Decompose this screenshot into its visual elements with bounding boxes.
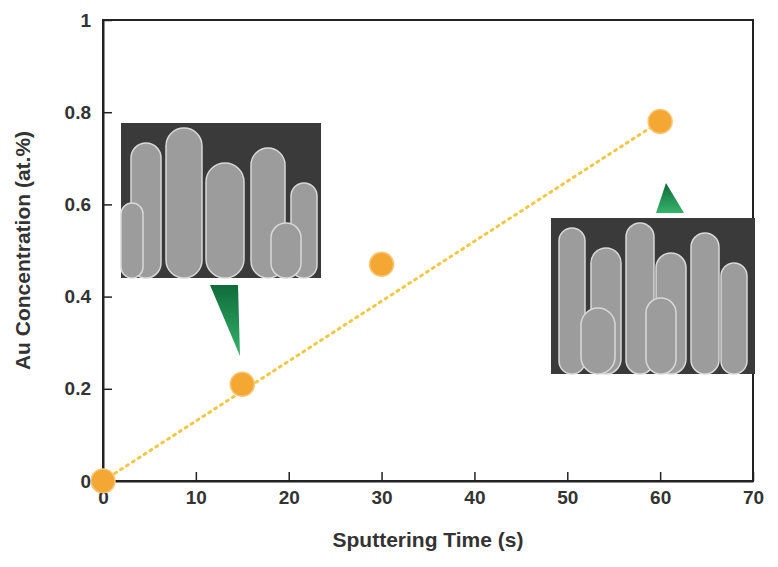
tick-mark <box>103 20 112 22</box>
tick-mark <box>381 472 383 481</box>
tick-label: 70 <box>743 487 764 508</box>
tick: 40 <box>464 472 485 508</box>
data-point <box>230 372 254 396</box>
chart: 0 10 20 30 40 50 60 70 0 0.2 0.4 0.6 0.8 1 Sputtering … <box>0 0 778 567</box>
tick: 20 <box>279 472 300 508</box>
nanorod <box>721 263 747 374</box>
tick: 60 <box>650 472 671 508</box>
nanorod <box>206 163 244 278</box>
tick-label: 30 <box>372 487 393 508</box>
tick-label: 0.6 <box>65 194 91 215</box>
tick: 50 <box>557 472 578 508</box>
tick-label: 60 <box>650 487 671 508</box>
tick-label: 20 <box>279 487 300 508</box>
x-axis: 010203040506070 <box>98 472 764 508</box>
trend-line <box>103 121 660 481</box>
tick-mark <box>103 389 112 391</box>
tick-mark <box>103 204 112 206</box>
nanorod <box>271 223 301 278</box>
tick-mark <box>660 472 662 481</box>
x-axis-title: Sputtering Time (s) <box>333 528 524 551</box>
sem-image <box>551 218 755 374</box>
tick-mark <box>474 472 476 481</box>
y-axis: 0 0.2 0.4 0.6 0.8 1 <box>65 10 112 492</box>
tick-label: 0.4 <box>65 286 92 307</box>
tick: 0.4 <box>65 286 112 307</box>
tick-mark <box>103 112 112 114</box>
point-layer <box>91 109 672 493</box>
image-background <box>121 123 321 278</box>
line-layer <box>103 121 660 481</box>
tick: 30 <box>372 472 393 508</box>
axis-line <box>104 481 754 483</box>
image-background <box>551 218 755 374</box>
tick-label: 0.8 <box>65 102 91 123</box>
tick: 70 <box>743 472 764 508</box>
tick: 1 <box>80 10 112 31</box>
tick-mark <box>567 472 569 481</box>
tick: 0.8 <box>65 102 112 123</box>
axis-line <box>103 21 105 482</box>
tick-mark <box>288 472 290 481</box>
nanorod <box>646 298 676 374</box>
tick-label: 0.2 <box>65 378 91 399</box>
tick-label: 50 <box>557 487 578 508</box>
tick: 0.2 <box>65 378 112 399</box>
pointer <box>656 183 684 213</box>
plot: 0 10 20 30 40 50 60 70 0 0.2 0.4 0.6 0.8 1 <box>65 10 764 509</box>
data-point <box>370 252 394 276</box>
tick: 10 <box>186 472 207 508</box>
pointer <box>210 285 240 356</box>
tick: 0.6 <box>65 194 112 215</box>
y-axis-title: Au Concentration (at.%) <box>11 131 34 370</box>
nanorod <box>166 128 202 278</box>
data-point <box>91 469 115 493</box>
tick-mark <box>196 472 198 481</box>
tick-label: 0 <box>80 471 91 492</box>
sem-image <box>121 123 321 278</box>
tick-label: 40 <box>464 487 485 508</box>
nanorod <box>121 203 143 278</box>
nanorod <box>581 308 615 374</box>
tick-mark <box>753 472 755 481</box>
data-point <box>648 109 672 133</box>
tick-mark <box>103 296 112 298</box>
tick-label: 10 <box>186 487 207 508</box>
nanorod <box>691 233 719 374</box>
tick-label: 1 <box>80 10 91 31</box>
